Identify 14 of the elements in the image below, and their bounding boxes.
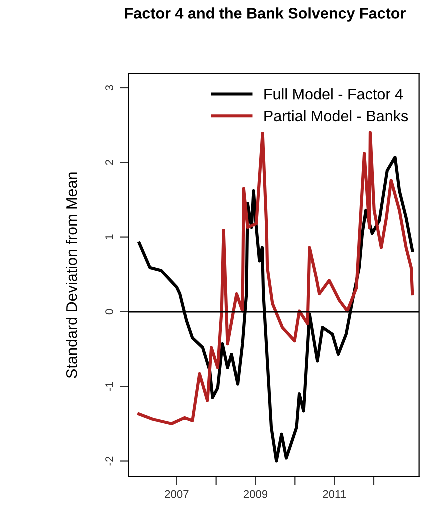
y-tick-label: 1 <box>106 234 114 240</box>
y-tick-label: -1 <box>106 382 114 392</box>
legend-label: Full Model - Factor 4 <box>264 88 404 100</box>
y-axis-title: Standard Deviation from Mean <box>66 172 78 378</box>
y-tick-label: -2 <box>106 456 114 466</box>
x-tick-label: 2011 <box>323 490 346 498</box>
legend-label: Partial Model - Banks <box>264 110 408 122</box>
x-tick-label: 2007 <box>165 490 189 498</box>
line-series <box>138 131 414 426</box>
x-tick-label: 2009 <box>244 490 268 498</box>
y-tick-label: 0 <box>106 309 114 315</box>
chart-title: Factor 4 and the Bank Solvency Factor <box>125 8 406 22</box>
y-tick-label: 2 <box>106 160 114 166</box>
y-tick-label: 3 <box>106 85 114 91</box>
